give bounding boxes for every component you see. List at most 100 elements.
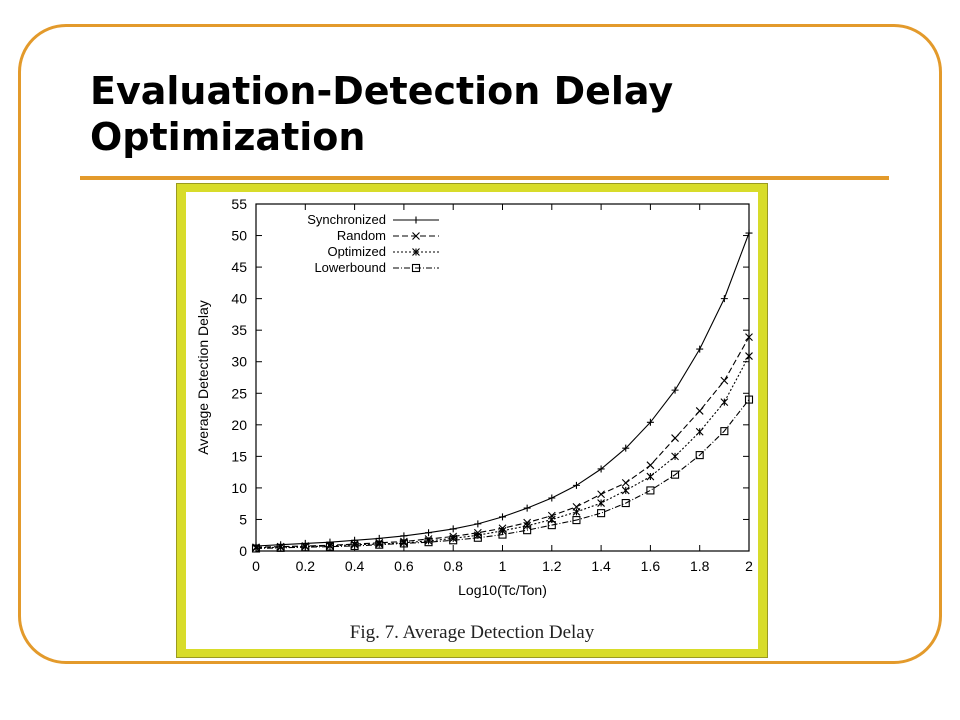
legend-label: Synchronized [307,212,386,227]
data-point [499,513,506,521]
y-tick-label: 35 [231,322,247,338]
x-axis-label: Log10(Tc/Ton) [458,582,547,598]
data-point [621,499,630,508]
data-point [745,333,753,342]
data-point [597,465,605,473]
data-point [424,538,433,547]
data-point [745,229,753,237]
series-optimized [252,352,753,552]
data-point [671,452,679,461]
data-point [400,532,408,540]
data-point [597,490,605,499]
data-point [695,427,704,436]
slide-frame [18,24,942,664]
y-tick-label: 5 [239,511,247,527]
data-point [411,263,421,273]
y-tick-label: 20 [231,417,247,433]
data-point [325,542,334,551]
data-point [720,398,729,406]
data-point [412,216,420,224]
figure-panel: 0 0.2 0.4 0.6 0.8 1 1.2 1.4 1.6 1.8 2 0 5 10 15 20 25 30 3… [176,183,768,658]
data-point [449,525,457,533]
y-axis-label: Average Detection Delay [195,300,211,455]
x-tick-label: 1.2 [542,558,562,574]
y-tick-label: 25 [231,385,247,401]
page-title: Evaluation-Detection Delay Optimization [90,68,890,160]
detection-delay-chart: 0 0.2 0.4 0.6 0.8 1 1.2 1.4 1.6 1.8 20510152025303… [195,196,754,598]
legend-label: Lowerbound [314,260,386,275]
x-tick-label: 0.4 [345,558,365,574]
y-tick-label: 15 [231,448,247,464]
figure-caption: Fig. 7. Average Detection Delay [349,622,595,643]
x-tick-label: 1.8 [690,558,710,574]
data-point [671,434,679,442]
data-point [572,507,581,516]
x-tick-label: 1.4 [591,558,611,574]
data-point [745,352,753,360]
data-point [473,533,482,542]
y-tick-label: 0 [239,543,247,559]
data-point [548,494,556,502]
data-point [646,486,655,495]
x-tick-label: 0.6 [394,558,414,574]
data-point [547,511,556,520]
data-point [622,444,630,452]
y-tick-label: 50 [231,228,247,244]
legend-label: Optimized [327,244,386,259]
series-line [255,399,750,550]
y-tick-label: 40 [231,291,247,307]
data-point [720,295,728,303]
y-tick-label: 45 [231,259,247,275]
x-tick-label: 0.8 [443,558,463,574]
data-point [621,478,630,487]
data-point [498,530,507,539]
data-point [670,470,680,479]
data-point [523,504,531,512]
data-point [412,232,420,240]
data-point [695,451,704,460]
y-tick-label: 30 [231,354,247,370]
series-lowerbound [251,395,754,553]
data-point [301,543,310,552]
data-point [572,481,580,489]
data-point [276,543,285,552]
data-point [720,427,729,436]
y-tick-label: 55 [231,196,247,212]
data-point [646,472,655,481]
data-point [671,386,679,394]
x-tick-label: 1 [499,558,507,574]
data-point [597,499,605,507]
x-tick-label: 0.2 [296,558,316,574]
data-point [646,418,654,426]
data-point [350,541,359,551]
data-point [399,539,408,548]
data-point [621,486,630,495]
series-synchronized [252,229,753,550]
data-point [425,529,433,537]
data-point [720,376,729,385]
title-line-2: Optimization [90,115,366,159]
data-point [696,345,704,353]
title-line-1: Evaluation-Detection Delay [90,69,674,113]
data-point [572,516,581,525]
data-point [523,526,532,535]
data-point [449,536,458,545]
x-tick-label: 0 [252,558,260,574]
data-point [523,521,532,530]
data-point [547,521,556,530]
x-tick-label: 2 [745,558,753,574]
data-point [597,509,606,518]
data-point [744,395,754,404]
title-divider [80,176,889,180]
y-tick-label: 10 [231,480,247,496]
x-tick-label: 1.6 [641,558,661,574]
legend-label: Random [337,228,386,243]
data-point [695,407,704,415]
data-point [412,248,420,256]
data-point [251,544,261,553]
data-point [375,540,384,549]
data-point [646,461,655,470]
data-point [474,520,482,528]
figure-canvas: 0 0.2 0.4 0.6 0.8 1 1.2 1.4 1.6 1.8 2 0 5 10 15 20 25 30 3… [186,192,758,649]
